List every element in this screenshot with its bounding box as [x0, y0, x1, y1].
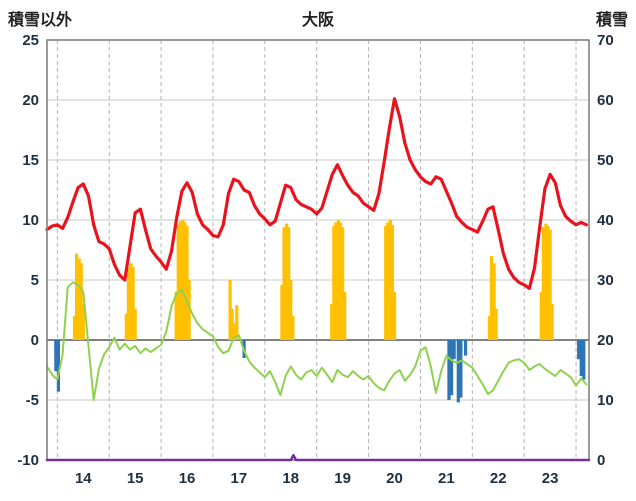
blue-bar	[56, 340, 61, 392]
y-right-tick-label: 30	[597, 272, 614, 289]
orange-bar	[338, 222, 343, 340]
orange-bar	[494, 308, 498, 340]
blue-bar	[54, 340, 58, 372]
blue-bar	[449, 340, 454, 396]
orange-bar	[285, 223, 289, 340]
orange-bar	[291, 316, 295, 340]
left-axis-title: 積雪以外	[8, 12, 73, 29]
right-axis-title: 積雪	[595, 12, 628, 29]
orange-bar	[183, 222, 187, 340]
orange-bar	[133, 308, 137, 340]
orange-bar	[386, 222, 390, 340]
orange-bar	[79, 263, 83, 340]
x-tick-label: 14	[75, 470, 92, 487]
y-left-tick-label: 5	[31, 272, 39, 289]
orange-bar	[539, 292, 543, 340]
orange-bar	[74, 253, 79, 340]
orange-bar	[181, 220, 185, 340]
blue-bar	[463, 340, 468, 356]
orange-bar	[341, 227, 345, 340]
orange-bar	[330, 304, 334, 340]
x-tick-label: 19	[334, 470, 351, 487]
orange-bar	[343, 292, 347, 340]
y-right-tick-label: 0	[597, 452, 605, 469]
x-tick-label: 22	[490, 470, 507, 487]
orange-bar	[233, 323, 237, 340]
orange-bar	[230, 308, 234, 340]
orange-bar	[289, 280, 293, 340]
blue-bar	[577, 340, 581, 360]
orange-bar	[384, 226, 388, 340]
orange-bar	[336, 220, 341, 340]
orange-bar	[287, 227, 291, 340]
y-left-tick-label: 10	[22, 212, 39, 229]
y-right-tick-label: 60	[597, 92, 614, 109]
orange-bar	[187, 280, 191, 340]
orange-bar	[280, 284, 284, 340]
y-right-tick-label: 10	[597, 392, 614, 409]
x-tick-label: 15	[127, 470, 144, 487]
orange-bar	[544, 223, 548, 340]
orange-bar	[228, 280, 232, 340]
chart-title: 大阪	[301, 12, 334, 29]
orange-bar	[546, 226, 550, 340]
y-right-tick-label: 50	[597, 152, 614, 169]
green-line	[46, 281, 588, 401]
orange-bar	[388, 220, 392, 340]
red-line	[45, 97, 589, 290]
orange-bar	[334, 222, 338, 340]
y-left-tick-label: 25	[22, 32, 39, 49]
y-left-tick-label: -5	[26, 392, 39, 409]
orange-bar	[392, 292, 397, 340]
blue-bar	[452, 340, 456, 360]
orange-bar	[126, 268, 131, 340]
purple-line	[45, 453, 591, 462]
y-left-tick-label: 0	[31, 332, 39, 349]
orange-bar	[81, 304, 85, 340]
y-left-tick-label: 15	[22, 152, 39, 169]
blue-bar	[582, 340, 586, 380]
x-tick-label: 16	[179, 470, 196, 487]
orange-bar	[282, 227, 286, 340]
orange-bar	[178, 221, 182, 340]
y-right-tick-label: 20	[597, 332, 614, 349]
orange-bar	[541, 227, 545, 340]
x-tick-label: 20	[386, 470, 403, 487]
blue-bar	[456, 340, 460, 403]
orange-bar	[332, 226, 336, 340]
orange-bar	[131, 266, 135, 340]
x-tick-label: 23	[542, 470, 559, 487]
blue-bar	[579, 340, 583, 376]
blue-bar	[459, 340, 463, 398]
orange-bar	[489, 256, 494, 340]
orange-bar	[548, 229, 552, 340]
x-tick-label: 21	[438, 470, 455, 487]
orange-bar	[487, 316, 492, 340]
orange-bar	[124, 313, 128, 340]
orange-bar	[235, 305, 239, 340]
y-left-tick-label: -10	[17, 452, 39, 469]
y-right-tick-label: 40	[597, 212, 614, 229]
orange-bar	[550, 304, 554, 340]
orange-bar	[129, 263, 133, 340]
orange-bar	[174, 292, 178, 340]
y-right-tick-label: 70	[597, 32, 614, 49]
x-tick-label: 18	[282, 470, 299, 487]
orange-bar	[72, 316, 77, 340]
orange-bar	[390, 224, 395, 340]
orange-bar	[492, 263, 496, 340]
orange-bar	[77, 258, 81, 340]
y-left-tick-label: 20	[22, 92, 39, 109]
blue-bar	[447, 340, 451, 400]
x-tick-label: 17	[231, 470, 248, 487]
orange-bar	[185, 226, 189, 340]
orange-bar	[176, 224, 180, 340]
